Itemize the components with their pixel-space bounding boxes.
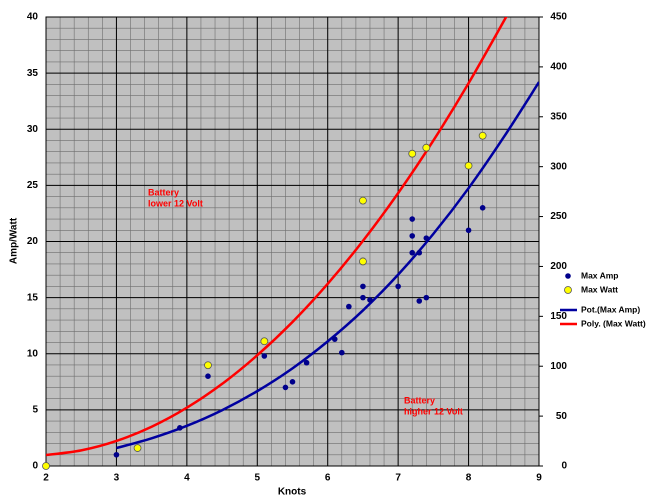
- annotation: Battery: [404, 395, 435, 405]
- y2-tick-label: 150: [550, 311, 567, 322]
- data-point: [409, 216, 416, 222]
- data-point: [422, 143, 431, 152]
- y2-tick-label: 50: [556, 411, 568, 422]
- data-point: [359, 257, 367, 266]
- legend-label: Max Watt: [581, 284, 618, 294]
- data-point: [113, 451, 120, 458]
- data-point: [42, 462, 50, 470]
- y2-tick-label: 250: [550, 211, 567, 222]
- data-point: [367, 297, 373, 303]
- data-point: [205, 373, 211, 380]
- legend-marker: [565, 273, 571, 279]
- y-tick-label: 5: [32, 405, 38, 416]
- data-point: [416, 249, 423, 256]
- data-point: [360, 283, 366, 290]
- legend-label: Pot.(Max Amp): [581, 304, 640, 314]
- data-point: [260, 337, 269, 346]
- grid: [45, 16, 540, 467]
- data-point: [465, 227, 472, 234]
- y-tick-label: 20: [27, 236, 39, 247]
- y2-tick-label: 0: [561, 461, 567, 472]
- data-point: [289, 379, 296, 385]
- series-layer: [46, 17, 539, 457]
- x-axis-label: Knots: [278, 487, 307, 498]
- data-point: [261, 353, 268, 359]
- data-point: [346, 303, 352, 310]
- data-point: [409, 233, 416, 239]
- data-point: [464, 161, 473, 170]
- data-point: [204, 361, 212, 370]
- data-point: [395, 283, 401, 290]
- x-tick-label: 9: [536, 473, 542, 484]
- y-axis-label: Amp/Watt: [9, 217, 20, 264]
- legend-marker: [564, 286, 572, 294]
- data-point: [177, 425, 183, 431]
- annotation: Battery: [148, 187, 179, 197]
- data-point: [339, 349, 345, 356]
- data-point: [303, 359, 310, 366]
- data-point: [331, 336, 338, 342]
- data-point: [359, 196, 367, 205]
- plot-border: [45, 16, 540, 467]
- data-point: [360, 294, 366, 301]
- y-tick-label: 40: [27, 12, 39, 23]
- annotation: lower 12 Volt: [148, 198, 203, 208]
- x-tick-label: 6: [325, 473, 331, 484]
- y2-tick-label: 450: [550, 12, 567, 23]
- legend-label: Max Amp: [581, 270, 618, 280]
- trend-line: [46, 17, 508, 457]
- x-tick-label: 2: [43, 473, 49, 484]
- x-tick-label: 3: [114, 473, 120, 484]
- x-tick-label: 8: [466, 473, 472, 484]
- trend-line: [116, 81, 539, 450]
- data-point: [478, 131, 487, 140]
- data-point: [408, 149, 417, 158]
- y2-tick-label: 300: [550, 161, 567, 172]
- y-tick-label: 30: [27, 124, 39, 135]
- annotation: higher 12 Volt: [404, 406, 463, 416]
- y-tick-label: 15: [27, 292, 39, 303]
- y-tick-label: 10: [27, 348, 39, 359]
- data-point: [133, 444, 142, 452]
- data-point: [423, 294, 430, 301]
- x-tick-label: 4: [184, 473, 190, 484]
- y-tick-label: 0: [32, 461, 38, 472]
- x-tick-label: 5: [255, 473, 261, 484]
- x-tick-label: 7: [395, 473, 401, 484]
- legend-label: Poly. (Max Watt): [581, 318, 646, 328]
- data-point: [479, 205, 486, 211]
- data-point: [423, 235, 430, 241]
- data-point: [282, 384, 289, 391]
- y2-tick-label: 100: [550, 361, 567, 372]
- data-point: [416, 298, 423, 304]
- y2-tick-label: 200: [550, 261, 567, 272]
- y2-tick-label: 350: [550, 111, 567, 122]
- y2-tick-label: 400: [550, 62, 567, 73]
- y-tick-label: 35: [27, 68, 39, 79]
- y-tick-label: 25: [27, 180, 39, 191]
- data-point: [409, 249, 416, 256]
